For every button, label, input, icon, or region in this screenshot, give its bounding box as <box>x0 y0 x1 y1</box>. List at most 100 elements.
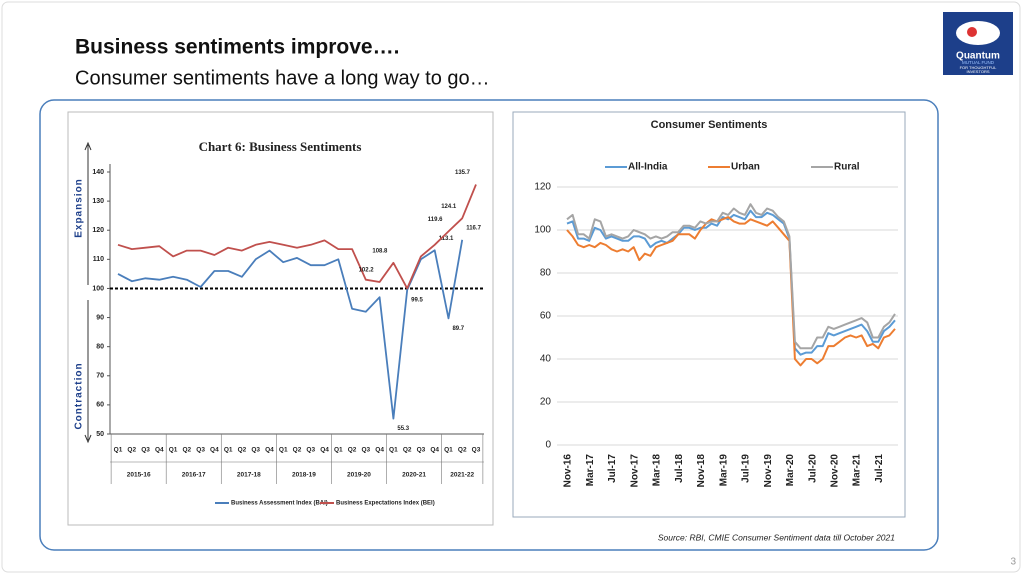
x-tick-label: Q3 <box>196 447 205 454</box>
x-tick-label: Jul-17 <box>607 454 618 483</box>
legend-label: All-India <box>628 162 668 173</box>
slide-title: Business sentiments improve…. <box>75 36 399 59</box>
logo-line: INVESTORS <box>966 69 989 74</box>
x-tick-label: Nov-20 <box>829 454 840 488</box>
x-tick-label: Q2 <box>293 447 302 454</box>
data-label: 89.7 <box>452 326 464 332</box>
x-tick-label: Jul-19 <box>741 454 752 483</box>
x-tick-label: Q1 <box>114 447 123 454</box>
x-tick-label: Mar-19 <box>718 454 729 487</box>
y-tick-label: 50 <box>96 431 104 438</box>
x-tick-label: Q2 <box>238 447 247 454</box>
data-label: 135.7 <box>455 170 471 176</box>
x-tick-label: Q2 <box>127 447 136 454</box>
series-line <box>566 216 896 367</box>
logo-line: FOR THOUGHTFUL <box>960 65 998 70</box>
x-group-label: 2019-20 <box>347 472 371 479</box>
data-label: 113.1 <box>439 236 454 242</box>
x-tick-label: Mar-20 <box>785 454 796 487</box>
x-tick-label: Q1 <box>389 447 398 454</box>
x-tick-label: Jul-21 <box>874 454 885 483</box>
x-tick-label: Nov-18 <box>696 454 707 488</box>
x-tick-label: Q1 <box>334 447 343 454</box>
x-group-label: 2020-21 <box>402 472 426 479</box>
chart-box <box>512 111 906 518</box>
legend-label: Business Assessment Index (BAI) <box>231 501 328 507</box>
x-tick-label: Q4 <box>430 447 439 454</box>
source-note: Source: RBI, CMIE Consumer Sentiment dat… <box>658 532 895 542</box>
x-tick-label: Q3 <box>306 447 315 454</box>
y-tick-label: 80 <box>540 268 552 279</box>
y-tick-label: 130 <box>92 198 104 205</box>
x-tick-label: Q4 <box>375 447 384 454</box>
data-label: 102.2 <box>359 268 375 274</box>
series-line <box>117 239 464 420</box>
logo-line: MUTUAL FUND <box>962 60 995 65</box>
x-tick-label: Mar-21 <box>852 454 863 487</box>
y-tick-label: 140 <box>92 169 104 176</box>
slide-subtitle: Consumer sentiments have a long way to g… <box>75 67 490 89</box>
axis-label: Contraction <box>74 362 85 429</box>
x-tick-label: Q2 <box>183 447 192 454</box>
x-tick-label: Q1 <box>444 447 453 454</box>
x-group-label: 2015-16 <box>127 472 151 479</box>
y-tick-label: 80 <box>96 344 104 351</box>
x-tick-label: Nov-19 <box>763 454 774 488</box>
logo-icon <box>956 21 1000 45</box>
x-tick-label: Q1 <box>169 447 178 454</box>
x-tick-label: Q4 <box>320 447 329 454</box>
x-tick-label: Q3 <box>362 447 371 454</box>
legend-label: Rural <box>834 162 860 173</box>
legend-label: Business Expectations Index (BEI) <box>336 501 435 507</box>
y-tick-label: 70 <box>96 373 104 380</box>
axis-label: Expansion <box>74 178 85 238</box>
y-tick-label: 60 <box>540 311 552 322</box>
chart-title: Consumer Sentiments <box>651 119 768 131</box>
data-label: 124.1 <box>441 204 457 210</box>
x-group-label: 2016-17 <box>182 472 206 479</box>
x-tick-label: Q3 <box>251 447 260 454</box>
y-tick-label: 20 <box>540 397 552 408</box>
arrow-heads <box>84 141 92 444</box>
page-number: 3 <box>1010 557 1016 568</box>
x-tick-label: Mar-18 <box>652 454 663 487</box>
x-tick-label: Q2 <box>348 447 357 454</box>
y-tick-label: 0 <box>545 440 551 451</box>
x-tick-label: Mar-17 <box>585 454 596 487</box>
x-tick-label: Q2 <box>403 447 412 454</box>
x-tick-label: Jul-18 <box>674 454 685 483</box>
x-tick-label: Q3 <box>141 447 150 454</box>
x-group-label: 2021-22 <box>450 472 474 479</box>
x-tick-label: Q3 <box>472 447 481 454</box>
x-tick-label: Q4 <box>210 447 219 454</box>
x-tick-label: Q1 <box>279 447 288 454</box>
data-label: 119.6 <box>428 217 443 223</box>
y-tick-label: 100 <box>92 285 104 292</box>
logo-dot <box>967 27 977 37</box>
series-line <box>566 203 896 350</box>
logo-name: Quantum <box>956 51 1000 62</box>
x-group-label: 2018-19 <box>292 472 316 479</box>
y-tick-label: 40 <box>540 354 552 365</box>
chart-box <box>67 111 494 526</box>
data-label: 99.5 <box>411 297 423 303</box>
data-label: 55.3 <box>397 426 409 432</box>
y-tick-label: 100 <box>534 225 551 236</box>
data-label: 108.8 <box>372 248 388 254</box>
x-tick-label: Q3 <box>417 447 426 454</box>
y-tick-label: 120 <box>92 227 104 234</box>
x-tick-label: Nov-16 <box>563 454 574 488</box>
x-tick-label: Nov-17 <box>629 454 640 488</box>
x-group-label: 2017-18 <box>237 472 261 479</box>
series-line <box>566 209 896 356</box>
y-tick-label: 60 <box>96 402 104 409</box>
chart-title: Chart 6: Business Sentiments <box>199 139 362 154</box>
y-tick-label: 120 <box>534 182 551 193</box>
y-tick-label: 110 <box>93 256 104 263</box>
x-tick-label: Q1 <box>224 447 233 454</box>
series-line <box>117 184 477 290</box>
y-tick-label: 90 <box>96 314 104 321</box>
x-tick-label: Q4 <box>265 447 274 454</box>
